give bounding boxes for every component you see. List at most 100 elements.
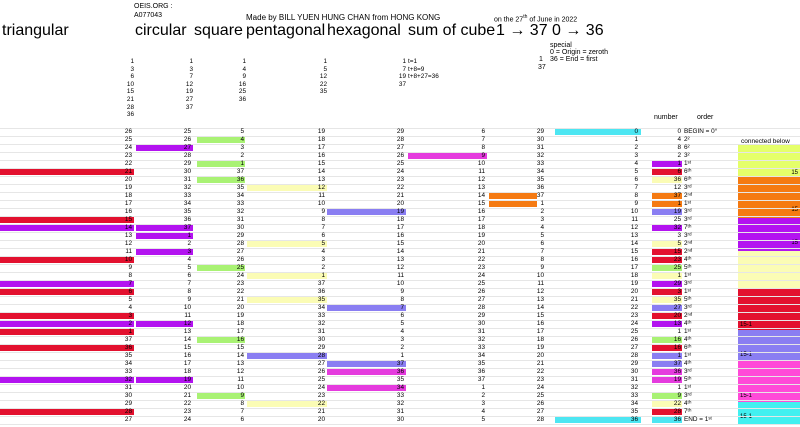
cell-highlight	[136, 376, 193, 383]
cell-pentagonal: 27	[317, 360, 325, 367]
gridline	[0, 184, 800, 185]
cell-highlight	[247, 184, 327, 191]
cell-pentagonal: 1	[321, 272, 325, 279]
gridline	[0, 392, 800, 393]
top-list-circular-item: 37	[185, 103, 193, 111]
segment-label-6: 15-1	[740, 393, 753, 399]
cell-cube: 24	[477, 272, 485, 279]
cell-square: 33	[236, 200, 244, 207]
segment-blue	[738, 330, 800, 360]
cell-triangular: 6	[128, 288, 132, 295]
gridline	[0, 384, 800, 385]
top-list-pentagonal-item: 35	[319, 88, 327, 96]
cell-range-1-37: 6	[540, 240, 544, 247]
segment-label-3: 15	[791, 240, 798, 246]
cell-range-0-36: 4	[634, 160, 638, 167]
cell-cube: 23	[477, 264, 485, 271]
cell-order: 1ˢᵗ	[684, 352, 692, 359]
top-list-square-item: 9	[242, 73, 246, 81]
cell-hexagonal: 2	[400, 344, 404, 351]
cell-triangular: 28	[124, 408, 132, 415]
cell-highlight	[0, 168, 134, 175]
cell-hexagonal: 22	[396, 184, 404, 191]
cell-triangular: 37	[124, 336, 132, 343]
cell-highlight	[247, 272, 327, 279]
segment-pink	[738, 360, 800, 402]
cell-highlight	[136, 224, 193, 231]
gridline	[0, 296, 800, 297]
cell-square: 31	[236, 216, 244, 223]
cell-pentagonal: 3	[321, 256, 325, 263]
cell-square: 19	[236, 312, 244, 319]
cell-pentagonal: 37	[317, 280, 325, 287]
cell-range-1-37: 34	[536, 168, 544, 175]
top-list-circular-item: 1	[189, 58, 193, 65]
cell-triangular: 13	[124, 232, 132, 239]
cell-highlight	[652, 208, 682, 215]
cell-number: 0	[677, 128, 681, 135]
cell-order: 1ˢᵗ	[684, 272, 692, 279]
cell-range-0-36: 32	[630, 384, 638, 391]
cell-number: 4	[677, 136, 681, 143]
segment-label-7: 15-1	[740, 414, 753, 420]
cell-cube: 32	[477, 336, 485, 343]
cell-cube: 31	[477, 328, 485, 335]
cell-highlight	[136, 248, 193, 255]
date: on the 27th of June in 2022	[494, 14, 578, 24]
cell-range-1-37: 20	[536, 352, 544, 359]
cell-square: 32	[236, 208, 244, 215]
top-list-square-item: 25	[238, 88, 246, 96]
cell-square: 5	[240, 128, 244, 135]
cell-cube: 21	[477, 248, 485, 255]
cell-number: 1	[677, 384, 681, 391]
col-header-circular: circular	[135, 22, 187, 39]
cell-range-1-37: 13	[536, 296, 544, 303]
top-list-triangular-item: 3	[130, 65, 134, 73]
cell-hexagonal: 28	[396, 136, 404, 143]
gridline	[0, 376, 800, 377]
cell-square: 27	[236, 248, 244, 255]
cell-cube: 5	[481, 416, 485, 423]
col-header-pentagonal: pentagonal	[246, 22, 326, 39]
cell-order: 3²	[684, 152, 690, 159]
cell-number: 36	[673, 416, 681, 423]
cell-order: 6ᵗʰ	[684, 344, 692, 351]
top-list-circular-item: 12	[185, 80, 193, 88]
cell-triangular: 1	[128, 328, 132, 335]
cell-range-1-37: 18	[536, 336, 544, 343]
gridline	[0, 336, 800, 337]
cell-pentagonal: 11	[318, 192, 325, 199]
col-header-hexagonal: hexagonal	[327, 22, 401, 39]
cell-hexagonal: 9	[400, 288, 404, 295]
cell-order: 2²	[684, 136, 690, 143]
cell-order: 3ʳᵈ	[684, 368, 692, 375]
cell-highlight	[652, 360, 682, 367]
cell-square: 34	[236, 192, 244, 199]
cell-range-0-36: 35	[630, 408, 638, 415]
cell-highlight	[489, 192, 537, 199]
cell-highlight	[0, 224, 134, 231]
cell-order: 3ʳᵈ	[684, 280, 692, 287]
cell-circular: 7	[187, 280, 191, 287]
top-list-circular-item: 19	[185, 88, 193, 96]
cell-highlight	[652, 352, 682, 359]
cell-number: 36	[673, 368, 681, 375]
cell-square: 30	[236, 224, 244, 231]
top-list-square-item: 36	[238, 96, 246, 103]
cell-highlight	[327, 304, 406, 311]
cell-range-1-37: 17	[536, 328, 544, 335]
cell-square: 20	[236, 304, 244, 311]
cell-cube: 7	[481, 136, 485, 143]
cell-highlight	[489, 200, 537, 207]
cell-hexagonal: 11	[397, 272, 404, 279]
cell-circular: 2	[187, 240, 191, 247]
cell-square: 8	[240, 400, 244, 407]
cell-cube: 3	[481, 400, 485, 407]
cell-square: 21	[236, 296, 244, 303]
cell-range-0-36: 27	[630, 344, 638, 351]
cell-order: 4ᵗʰ	[684, 256, 692, 263]
segment-orange	[738, 177, 800, 218]
cell-number: 8	[677, 144, 681, 151]
cell-cube: 1	[481, 384, 485, 391]
cell-hexagonal: 25	[396, 160, 404, 167]
